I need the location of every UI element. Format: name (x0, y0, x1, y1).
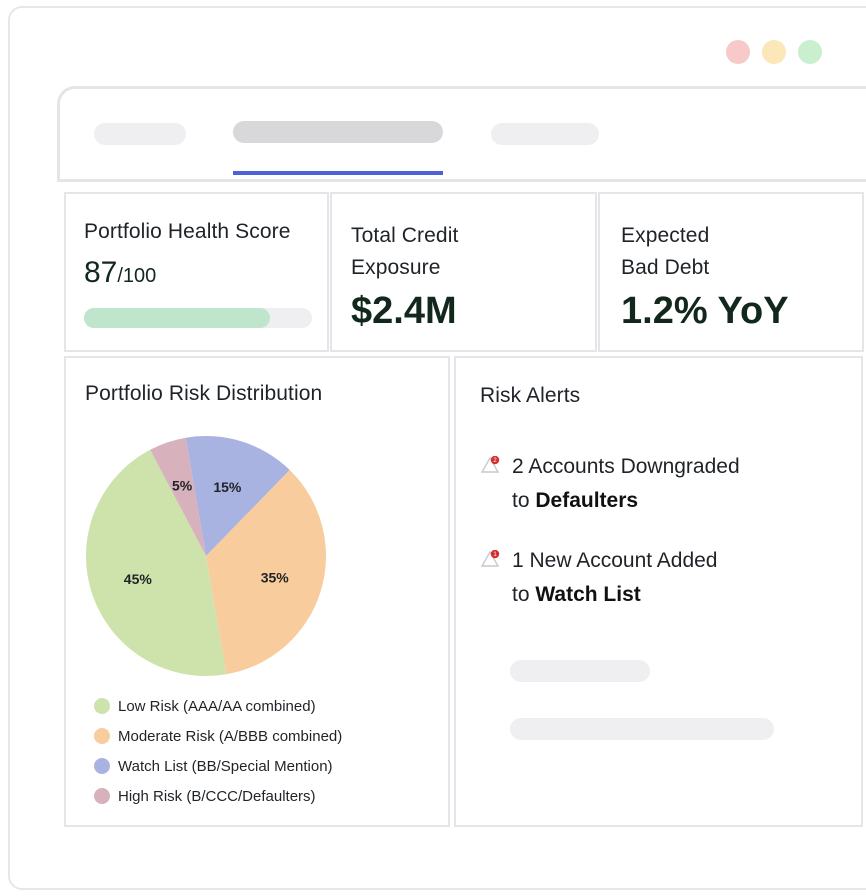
pie-slice (185, 436, 290, 556)
tab-bar (57, 86, 866, 182)
bad-debt-value: 1.2% YoY (621, 290, 789, 332)
window-minimize-button[interactable] (762, 40, 786, 64)
health-score-number: 87 (84, 256, 118, 289)
risk-alerts-title: Risk Alerts (480, 384, 581, 407)
credit-exposure-title-line1: Total Credit (351, 224, 459, 247)
health-score-value: 87/100 (84, 256, 156, 290)
tab-placeholder-3[interactable] (491, 123, 599, 145)
legend-label: Low Risk (AAA/AA combined) (118, 697, 316, 715)
pie-slice (150, 437, 206, 556)
legend-item: High Risk (B/CCC/Defaulters) (94, 786, 316, 806)
alert-item[interactable]: 2 2 Accounts Downgraded to Defaulters (480, 450, 840, 520)
alert-text: 1 New Account Added to Watch List (512, 544, 832, 612)
alert-line2-prefix: to (512, 489, 536, 512)
credit-exposure-value: $2.4M (351, 290, 457, 332)
legend-item: Moderate Risk (A/BBB combined) (94, 726, 342, 746)
alert-line2-prefix: to (512, 583, 536, 606)
alert-badge-count: 2 (493, 458, 497, 464)
pie-slice-label: 35% (261, 569, 290, 585)
risk-pie-chart: 15% 35% 45% 5% (86, 436, 326, 676)
alert-item[interactable]: 1 1 New Account Added to Watch List (480, 544, 840, 614)
alert-line2: to Defaulters (512, 484, 832, 518)
credit-exposure-card: Total Credit Exposure $2.4M (330, 192, 597, 352)
alert-line2-bold: Defaulters (535, 489, 639, 512)
window-close-button[interactable] (726, 40, 750, 64)
pie-slice (206, 470, 326, 675)
health-score-progress-fill (84, 308, 270, 328)
pie-slice-label: 15% (213, 479, 242, 495)
tab-placeholder-active[interactable] (233, 121, 443, 143)
alert-line1: 1 New Account Added (512, 549, 718, 572)
warning-triangle-icon: 2 (480, 456, 500, 473)
pie-slice (86, 449, 227, 676)
window-maximize-button[interactable] (798, 40, 822, 64)
health-score-title: Portfolio Health Score (84, 220, 291, 243)
health-score-max: /100 (117, 265, 157, 287)
risk-alerts-card: Risk Alerts 2 2 Accounts Downgraded to D… (454, 356, 863, 827)
legend-label: Moderate Risk (A/BBB combined) (118, 727, 343, 745)
alert-line1: 2 Accounts Downgraded (512, 455, 740, 478)
legend-swatch (94, 788, 110, 804)
alert-line2-bold: Watch List (535, 583, 641, 606)
pie-slice-label: 45% (124, 571, 153, 587)
alert-badge-count: 1 (493, 552, 497, 558)
bad-debt-card: Expected Bad Debt 1.2% YoY (598, 192, 864, 352)
pie-slice-label: 5% (172, 478, 193, 494)
legend-label: Watch List (BB/Special Mention) (118, 757, 333, 775)
risk-distribution-title: Portfolio Risk Distribution (85, 382, 323, 405)
skeleton-line-short (510, 660, 650, 682)
legend-label: High Risk (B/CCC/Defaulters) (118, 787, 316, 805)
tab-placeholder-1[interactable] (94, 123, 186, 145)
active-tab-indicator (233, 171, 443, 175)
bad-debt-title-line2: Bad Debt (621, 256, 710, 279)
health-score-progress (84, 308, 312, 328)
health-score-card: Portfolio Health Score 87/100 (64, 192, 329, 352)
skeleton-line-long (510, 718, 774, 740)
legend-item: Watch List (BB/Special Mention) (94, 756, 333, 776)
bad-debt-title-line1: Expected (621, 224, 710, 247)
legend-swatch (94, 758, 110, 774)
legend-item: Low Risk (AAA/AA combined) (94, 696, 316, 716)
legend-swatch (94, 698, 110, 714)
legend-swatch (94, 728, 110, 744)
risk-distribution-card: Portfolio Risk Distribution 15% 35% 45% 5% … (64, 356, 450, 827)
credit-exposure-title-line2: Exposure (351, 256, 441, 279)
warning-triangle-icon: 1 (480, 550, 500, 567)
alert-line2: to Watch List (512, 578, 832, 612)
alert-text: 2 Accounts Downgraded to Defaulters (512, 450, 832, 518)
